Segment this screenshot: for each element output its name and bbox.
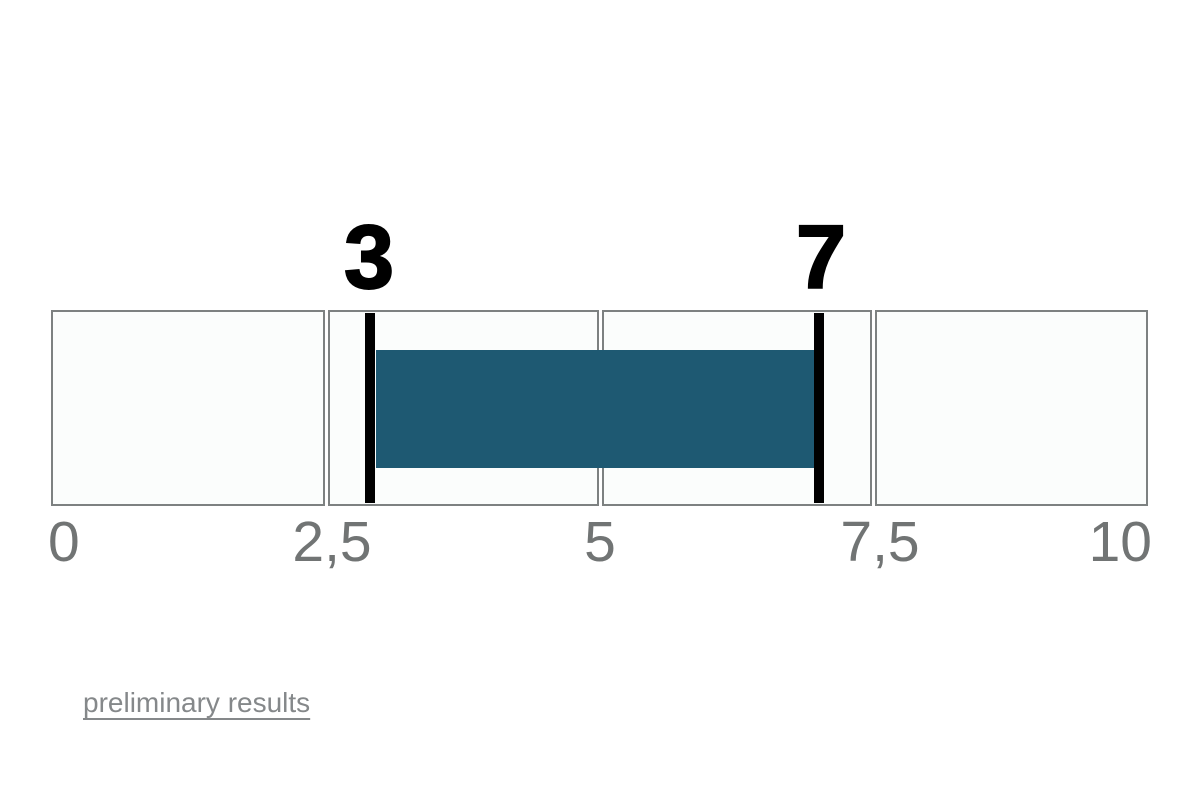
axis-tick-0: 0 xyxy=(48,510,80,574)
scale-segment-7.5-10 xyxy=(875,310,1148,506)
axis-tick-7-5: 7,5 xyxy=(840,510,920,574)
range-marker-high-value: 7 xyxy=(795,208,847,308)
range-marker-low xyxy=(365,313,375,503)
preliminary-results-link[interactable]: preliminary results xyxy=(83,687,311,718)
range-marker-high xyxy=(814,313,824,503)
axis-tick-10: 10 xyxy=(1088,510,1152,574)
axis-tick-2-5: 2,5 xyxy=(292,510,372,574)
axis-tick-5: 5 xyxy=(584,510,616,574)
scale-segment-0-2.5 xyxy=(51,310,325,506)
range-bar xyxy=(376,350,814,468)
range-marker-low-value: 3 xyxy=(343,208,395,308)
